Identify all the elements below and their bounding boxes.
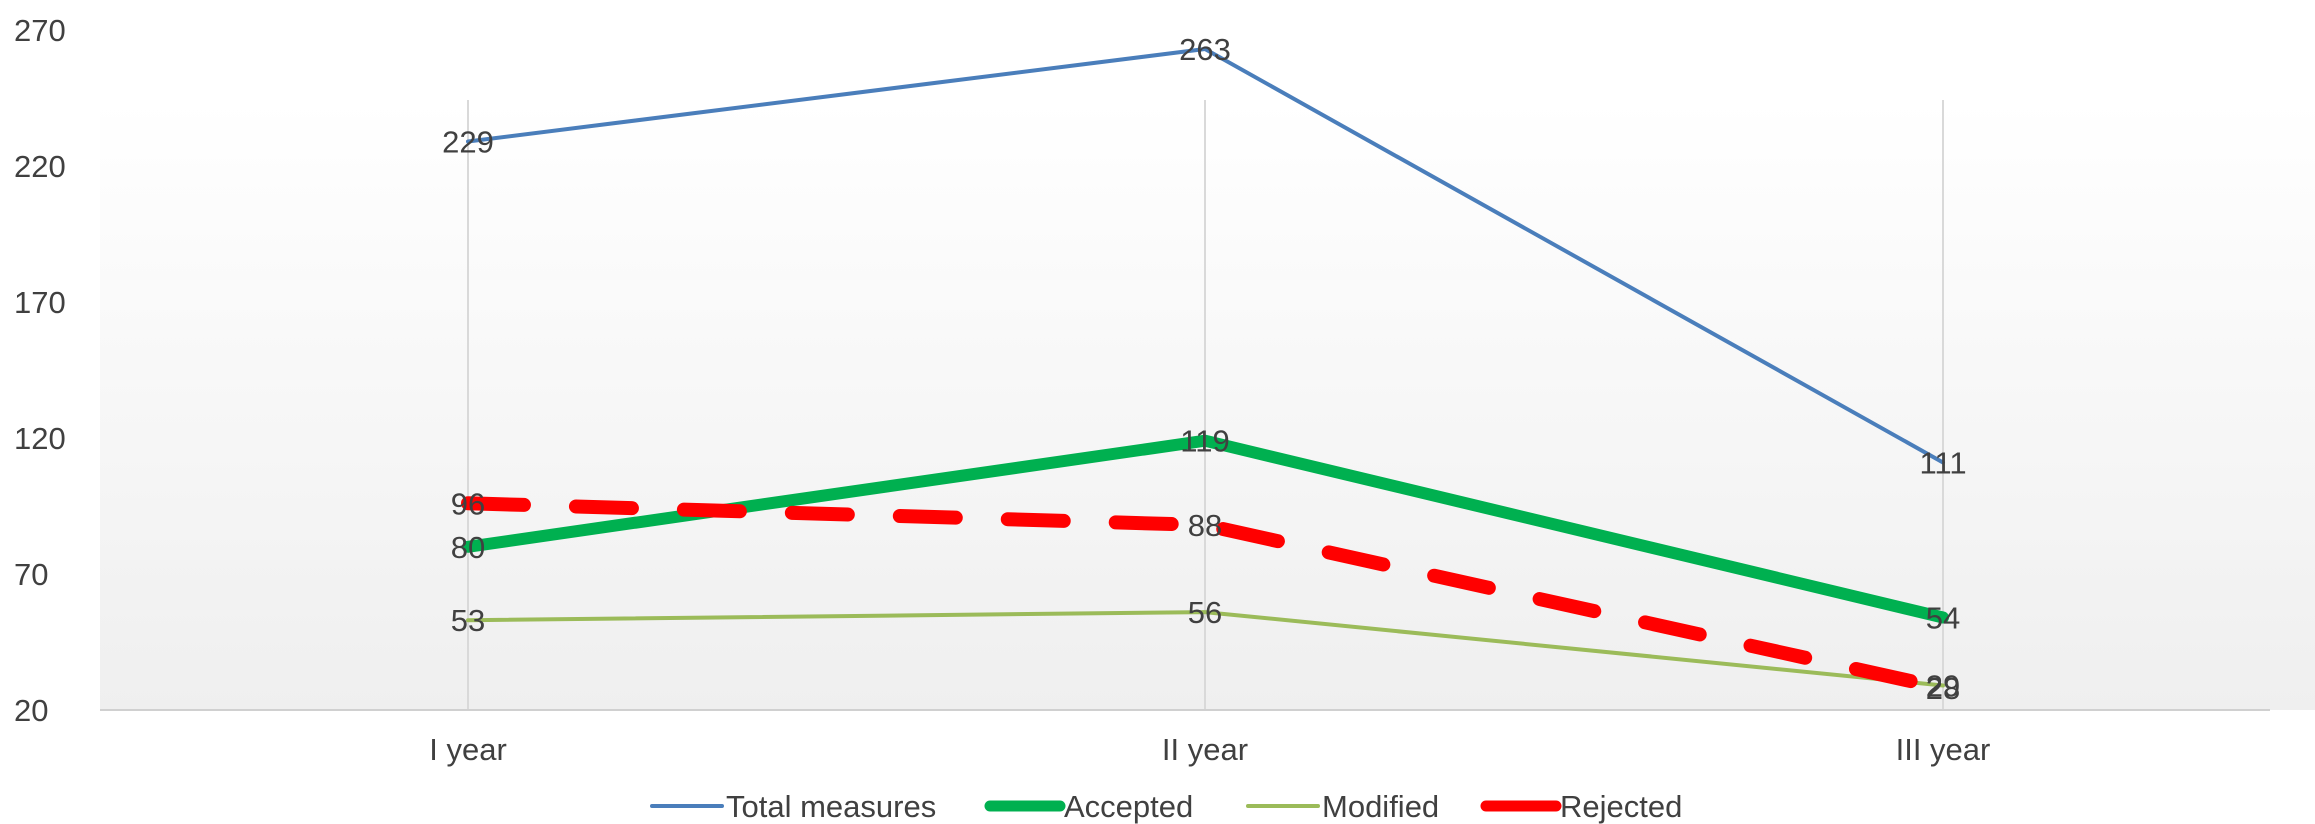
data-label: 119 [1180,424,1229,459]
legend-label: Modified [1322,789,1439,824]
data-label: 29 [1926,669,1960,704]
data-label: 88 [1188,508,1222,543]
series-lines [461,47,1950,696]
y-tick-label: 170 [14,285,66,320]
y-tick-label: 220 [14,149,66,184]
legend-label: Accepted [1064,789,1193,824]
data-label: 28 [1926,671,1960,706]
y-axis-ticks: 20 70 120 170 220 270 [14,13,66,728]
plot-background [100,100,2315,710]
x-tick-label: III year [1896,732,1991,767]
data-label: 229 [442,125,494,160]
data-label: 96 [451,486,485,521]
y-tick-label: 270 [14,13,66,48]
category-gridlines [467,100,1944,710]
legend-label: Rejected [1560,789,1682,824]
legend: Total measures Accepted Modified Rejected [650,789,1682,824]
x-tick-label: II year [1162,732,1248,767]
data-label: 54 [1926,601,1960,636]
x-axis-ticks: I year II year III year [429,732,1990,767]
series-line-total-measures [466,47,1945,465]
y-tick-label: 70 [14,557,48,592]
y-tick-label: 120 [14,421,66,456]
legend-label: Total measures [726,789,936,824]
series-line-modified [466,610,1945,688]
data-label: 80 [451,530,485,565]
data-label: 53 [451,603,485,638]
y-tick-label: 20 [14,693,48,728]
data-label: 56 [1188,595,1222,630]
series-line-rejected [461,496,1950,696]
data-label: 111 [1919,445,1966,480]
x-tick-label: I year [429,732,507,767]
data-label: 263 [1179,32,1231,67]
data-labels: 229 263 111 80 119 54 53 56 29 96 88 28 [442,32,1966,706]
